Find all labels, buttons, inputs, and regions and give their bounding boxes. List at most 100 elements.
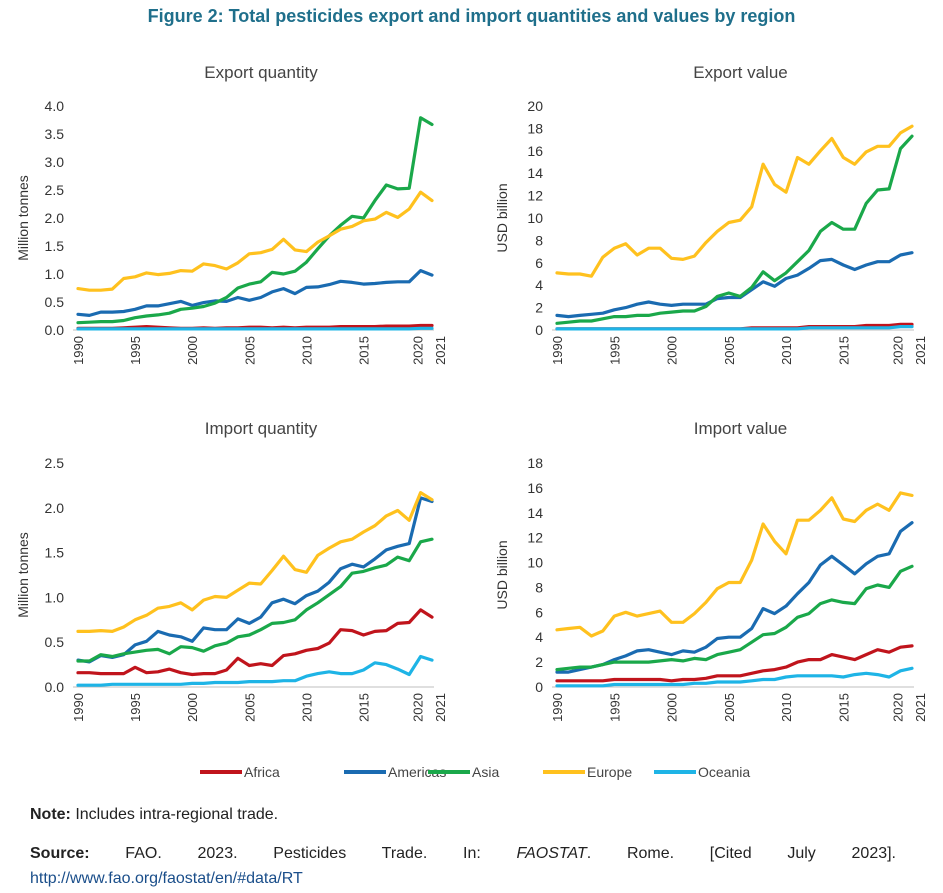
- export-quantity-line-europe: [76, 190, 434, 292]
- legend-label-europe: Europe: [587, 764, 632, 780]
- import-value-xtick: 2020: [891, 693, 906, 722]
- export-quantity-xtick: 2015: [356, 336, 371, 365]
- legend-label-asia: Asia: [472, 764, 499, 780]
- import-value-xtick: 2005: [722, 693, 737, 722]
- export-value-xtick: 2021: [913, 336, 928, 365]
- import-quantity-xtick: 2000: [185, 693, 200, 722]
- source-italic: FAOSTAT: [516, 845, 587, 862]
- import-value-ytick: 10: [527, 555, 543, 571]
- export-value-ytick: 8: [535, 232, 543, 248]
- import-value-xtick: 2000: [665, 693, 680, 722]
- export-value-ytick: 10: [527, 210, 543, 226]
- export-quantity-ytick: 1.0: [45, 266, 65, 282]
- import-quantity-xtick: 2005: [242, 693, 257, 722]
- export-quantity-xtick: 2021: [433, 336, 448, 365]
- export-value-ytick: 14: [527, 165, 543, 181]
- import-quantity-line-oceania: [76, 654, 434, 687]
- note-text: Includes intra-regional trade.: [70, 806, 279, 823]
- export-quantity-line-americas: [76, 269, 434, 317]
- note-label: Note:: [30, 806, 71, 823]
- import-value-ytick: 6: [535, 604, 543, 620]
- export-quantity-ylabel: Million tonnes: [15, 175, 31, 261]
- export-value-line-americas: [555, 251, 914, 319]
- import-value-ytick: 12: [527, 530, 543, 546]
- import-value-line-europe: [555, 491, 914, 638]
- import-quantity-title: Import quantity: [205, 419, 318, 438]
- export-value-xtick: 2005: [722, 336, 737, 365]
- export-value-line-oceania: [555, 325, 914, 331]
- export-value-xtick: 1995: [607, 336, 622, 365]
- import-quantity-line-europe: [76, 491, 434, 634]
- export-quantity-xtick: 1990: [71, 336, 86, 365]
- import-value-xtick: 1995: [607, 693, 622, 722]
- export-quantity-xtick: 2000: [185, 336, 200, 365]
- export-quantity-xtick: 2005: [242, 336, 257, 365]
- import-quantity-xtick: 2021: [433, 693, 448, 722]
- export-quantity-ytick: 3.0: [45, 154, 65, 170]
- legend-label-oceania: Oceania: [698, 764, 750, 780]
- import-quantity-ylabel: Million tonnes: [15, 532, 31, 618]
- export-quantity-xtick: 2020: [411, 336, 426, 365]
- figure-title: Figure 2: Total pesticides export and im…: [147, 6, 796, 26]
- import-quantity-xtick: 2020: [411, 693, 426, 722]
- export-value-line-europe: [555, 124, 914, 278]
- import-quantity-ytick: 1.0: [45, 589, 65, 605]
- source-label: Source:: [30, 845, 90, 862]
- note: Note: Includes intra-regional trade.: [30, 806, 278, 824]
- export-quantity-ytick: 0.5: [45, 294, 65, 310]
- export-quantity-ytick: 0.0: [45, 322, 65, 338]
- export-value-xtick: 2015: [836, 336, 851, 365]
- export-quantity-ytick: 3.5: [45, 126, 65, 142]
- export-quantity-xtick: 2010: [299, 336, 314, 365]
- import-quantity-xtick: 1990: [71, 693, 86, 722]
- legend-label-africa: Africa: [244, 764, 280, 780]
- export-value-xtick: 2010: [779, 336, 794, 365]
- import-quantity-xtick: 2015: [356, 693, 371, 722]
- import-quantity-line-americas: [76, 496, 434, 664]
- import-value-xtick: 2021: [913, 693, 928, 722]
- import-value-line-africa: [555, 644, 914, 683]
- export-value-line-asia: [555, 134, 914, 325]
- export-value-ytick: 2: [535, 300, 543, 316]
- export-value-ytick: 0: [535, 322, 543, 338]
- export-quantity-line-oceania: [76, 326, 434, 331]
- export-quantity-title: Export quantity: [204, 63, 318, 82]
- import-quantity-ytick: 2.5: [45, 455, 65, 471]
- import-quantity-line-africa: [76, 608, 434, 677]
- import-quantity-ytick: 0.0: [45, 679, 65, 695]
- export-value-ytick: 20: [527, 98, 543, 114]
- import-value-ytick: 14: [527, 505, 543, 521]
- source-post: . Rome. [Cited July 2023].: [586, 845, 897, 862]
- export-value-ytick: 16: [527, 143, 543, 159]
- source-pre: FAO. 2023. Pesticides Trade. In:: [89, 845, 517, 862]
- import-value-ytick: 8: [535, 579, 543, 595]
- export-quantity-ytick: 4.0: [45, 98, 65, 114]
- export-quantity-xtick: 1995: [128, 336, 143, 365]
- export-value-xtick: 2000: [665, 336, 680, 365]
- export-value-ytick: 18: [527, 120, 543, 136]
- export-value-xtick: 2020: [891, 336, 906, 365]
- import-quantity-line-asia: [76, 537, 434, 663]
- export-value-ytick: 6: [535, 255, 543, 271]
- legend-label-americas: Americas: [388, 764, 446, 780]
- export-value-title: Export value: [693, 63, 788, 82]
- import-value-xtick: 2015: [836, 693, 851, 722]
- source-url[interactable]: http://www.fao.org/faostat/en/#data/RT: [30, 870, 303, 887]
- export-quantity-line-africa: [76, 323, 434, 330]
- import-quantity-ytick: 2.0: [45, 500, 65, 516]
- import-value-line-oceania: [555, 666, 914, 688]
- export-value-xtick: 1990: [550, 336, 565, 365]
- import-value-line-americas: [555, 521, 914, 674]
- export-quantity-line-asia: [76, 116, 434, 325]
- import-value-line-asia: [555, 564, 914, 672]
- import-value-ylabel: USD billion: [494, 540, 510, 609]
- import-value-xtick: 1990: [550, 693, 565, 722]
- import-quantity-ytick: 0.5: [45, 634, 65, 650]
- import-value-xtick: 2010: [779, 693, 794, 722]
- export-value-ytick: 4: [535, 277, 543, 293]
- import-quantity-ytick: 1.5: [45, 545, 65, 561]
- export-quantity-ytick: 2.0: [45, 210, 65, 226]
- import-value-ytick: 18: [527, 455, 543, 471]
- import-value-ytick: 4: [535, 629, 543, 645]
